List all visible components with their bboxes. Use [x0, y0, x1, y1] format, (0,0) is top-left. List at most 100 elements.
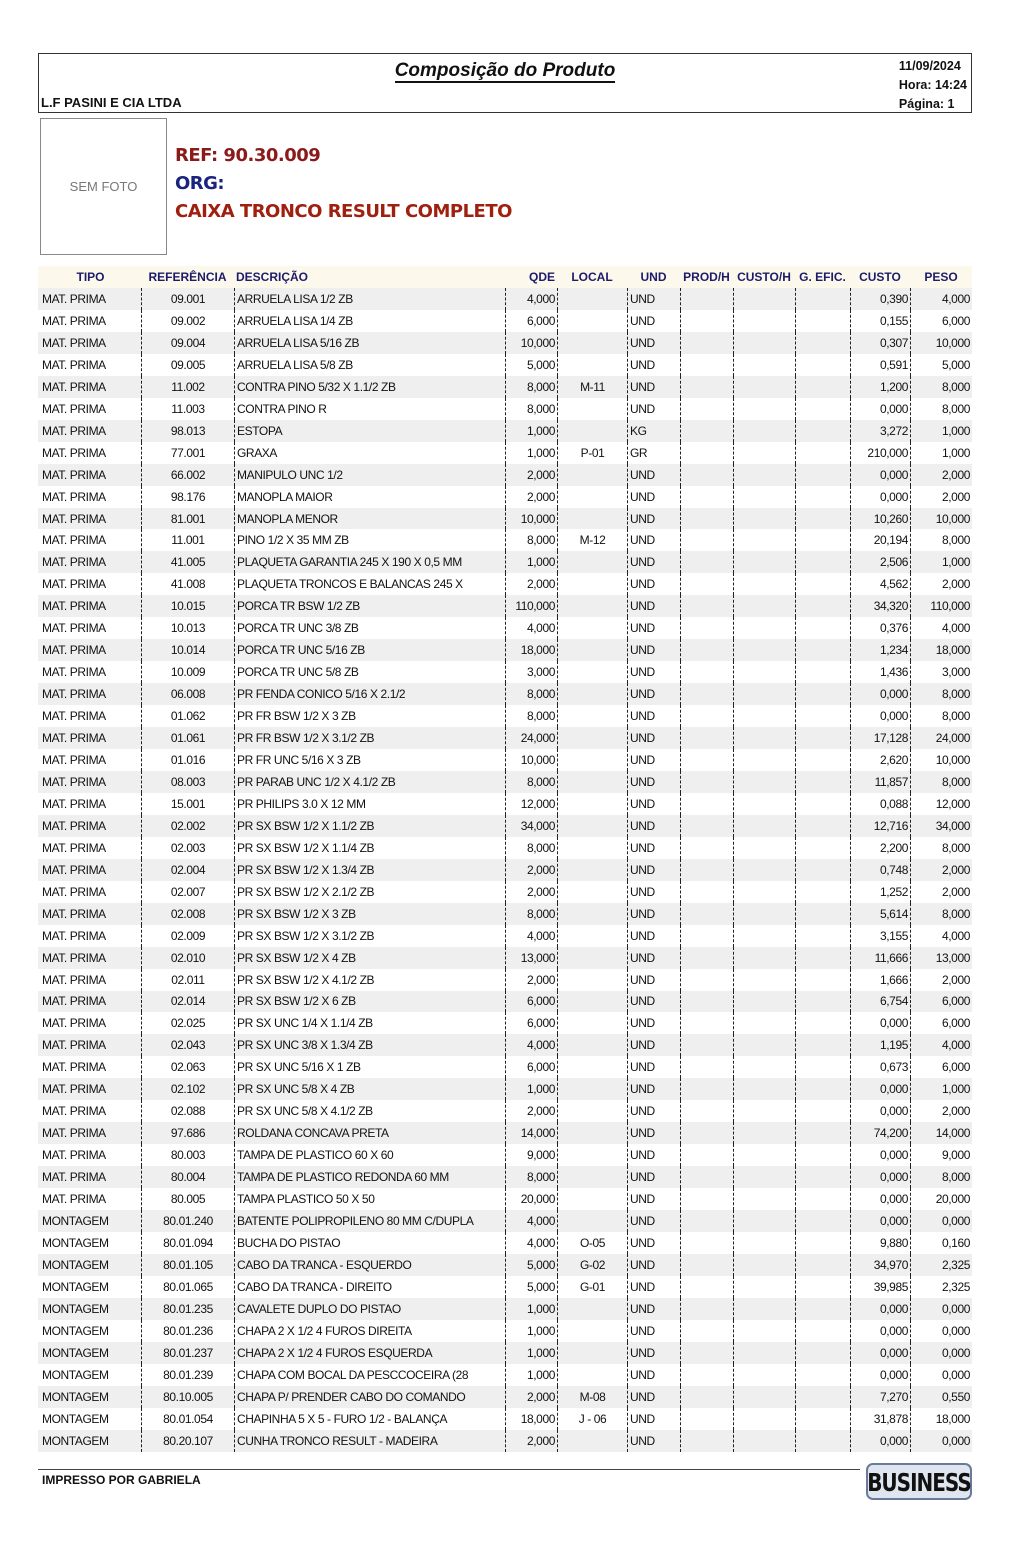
- cell-descricao: PR SX UNC 5/16 X 1 ZB: [234, 1056, 505, 1079]
- cell-descricao: ROLDANA CONCAVA PRETA: [234, 1122, 505, 1145]
- cell-tipo: MAT. PRIMA: [42, 972, 106, 987]
- cell-referencia: 02.014: [141, 990, 234, 1013]
- cell-custo-h: [733, 1297, 795, 1320]
- cell-qde: 4,000: [505, 1210, 557, 1232]
- cell-referencia: 08.003: [141, 770, 234, 793]
- cell-qde: 5,000: [505, 353, 557, 376]
- column-header-custo-h: CUSTO/H: [737, 270, 791, 284]
- cell-prod-h: [680, 749, 733, 771]
- cell-custo-h: [733, 375, 795, 398]
- cell-g-efic: [795, 1319, 850, 1342]
- cell-peso: 8,000: [910, 770, 972, 793]
- cell-tipo: MAT. PRIMA: [42, 445, 106, 460]
- cell-local: [557, 1144, 627, 1167]
- cell-und: UND: [627, 1297, 680, 1320]
- cell-peso: 2,325: [910, 1275, 972, 1298]
- cell-custo: 0,000: [850, 683, 910, 706]
- cell-g-efic: [795, 1231, 850, 1254]
- table-row: MAT. PRIMA 98.176 MANOPLA MAIOR 2,000 UND 0,0…: [38, 485, 972, 508]
- cell-prod-h: [680, 1034, 733, 1057]
- table-row: MAT. PRIMA 02.007 PR SX BSW 1/2 X 2.1/2 ZB…: [38, 880, 972, 903]
- cell-custo: 0,000: [850, 1363, 910, 1386]
- cell-tipo: MAT. PRIMA: [42, 1104, 106, 1119]
- report-title: Composição do Produto: [39, 60, 971, 83]
- cell-descricao: PR PHILIPS 3.0 X 12 MM: [234, 792, 505, 815]
- cell-custo-h: [733, 1341, 795, 1364]
- cell-und: UND: [627, 880, 680, 903]
- cell-custo-h: [733, 485, 795, 508]
- column-header-tipo: TIPO: [76, 270, 105, 284]
- cell-custo: 0,000: [850, 1188, 910, 1211]
- cell-local: [557, 902, 627, 925]
- cell-tipo: MAT. PRIMA: [42, 884, 106, 899]
- cell-und: KG: [627, 419, 680, 442]
- cell-qde: 8,000: [505, 770, 557, 793]
- cell-local: [557, 1188, 627, 1211]
- table-row: MAT. PRIMA 02.088 PR SX UNC 5/8 X 4.1/2 ZB…: [38, 1100, 972, 1123]
- cell-descricao: PR SX BSW 1/2 X 1.1/4 ZB: [234, 836, 505, 859]
- table-row: MAT. PRIMA 41.005 PLAQUETA GARANTIA 245 X …: [38, 551, 972, 574]
- cell-referencia: 02.102: [141, 1078, 234, 1101]
- cell-custo-h: [733, 353, 795, 376]
- cell-descricao: PLAQUETA GARANTIA 245 X 190 X 0,5 MM: [234, 551, 505, 574]
- cell-tipo: MAT. PRIMA: [42, 1170, 106, 1185]
- cell-custo: 2,506: [850, 551, 910, 574]
- cell-g-efic: [795, 1012, 850, 1035]
- cell-peso: 2,000: [910, 858, 972, 881]
- cell-descricao: PR SX BSW 1/2 X 4.1/2 ZB: [234, 968, 505, 991]
- cell-qde: 2,000: [505, 880, 557, 903]
- cell-g-efic: [795, 1253, 850, 1276]
- cell-custo: 31,878: [850, 1407, 910, 1430]
- cell-peso: 14,000: [910, 1122, 972, 1145]
- cell-prod-h: [680, 990, 733, 1013]
- cell-local: [557, 1429, 627, 1452]
- cell-und: UND: [627, 288, 680, 310]
- cell-custo: 0,000: [850, 1012, 910, 1035]
- cell-peso: 2,000: [910, 485, 972, 508]
- cell-descricao: MANIPULO UNC 1/2: [234, 463, 505, 486]
- cell-prod-h: [680, 1188, 733, 1211]
- cell-qde: 34,000: [505, 814, 557, 837]
- cell-local: [557, 485, 627, 508]
- cell-tipo: MONTAGEM: [42, 1214, 109, 1228]
- cell-local: [557, 1100, 627, 1123]
- cell-tipo: MAT. PRIMA: [42, 1060, 106, 1075]
- cell-tipo: MAT. PRIMA: [42, 665, 106, 680]
- cell-g-efic: [795, 1122, 850, 1145]
- cell-tipo: MAT. PRIMA: [42, 1082, 106, 1097]
- cell-descricao: PINO 1/2 X 35 MM ZB: [234, 529, 505, 552]
- cell-peso: 0,000: [910, 1319, 972, 1342]
- cell-local: [557, 968, 627, 991]
- cell-g-efic: [795, 309, 850, 332]
- cell-custo-h: [733, 331, 795, 354]
- cell-qde: 13,000: [505, 946, 557, 969]
- table-row: MAT. PRIMA 80.005 TAMPA PLASTICO 50 X 50 20…: [38, 1188, 972, 1211]
- cell-tipo: MAT. PRIMA: [42, 731, 106, 746]
- cell-und: UND: [627, 309, 680, 332]
- cell-referencia: 11.003: [141, 397, 234, 420]
- cell-referencia: 02.002: [141, 814, 234, 837]
- cell-descricao: CAVALETE DUPLO DO PISTAO: [234, 1297, 505, 1320]
- cell-peso: 10,000: [910, 749, 972, 771]
- cell-custo: 0,000: [850, 705, 910, 728]
- cell-descricao: PLAQUETA TRONCOS E BALANCAS 245 X: [234, 573, 505, 596]
- cell-qde: 6,000: [505, 1056, 557, 1079]
- cell-tipo: MAT. PRIMA: [42, 335, 106, 350]
- cell-local: [557, 880, 627, 903]
- cell-tipo: MAT. PRIMA: [42, 423, 106, 438]
- cell-qde: 3,000: [505, 661, 557, 684]
- cell-peso: 34,000: [910, 814, 972, 837]
- cell-custo-h: [733, 1122, 795, 1145]
- table-row: MAT. PRIMA 97.686 ROLDANA CONCAVA PRETA 14,…: [38, 1122, 972, 1145]
- cell-custo: 6,754: [850, 990, 910, 1013]
- cell-prod-h: [680, 1363, 733, 1386]
- cell-und: UND: [627, 1253, 680, 1276]
- cell-custo-h: [733, 1385, 795, 1408]
- cell-und: UND: [627, 661, 680, 684]
- cell-prod-h: [680, 1122, 733, 1145]
- cell-prod-h: [680, 705, 733, 728]
- cell-custo: 0,088: [850, 792, 910, 815]
- cell-referencia: 01.061: [141, 727, 234, 750]
- cell-peso: 1,000: [910, 551, 972, 574]
- cell-custo: 0,000: [850, 1341, 910, 1364]
